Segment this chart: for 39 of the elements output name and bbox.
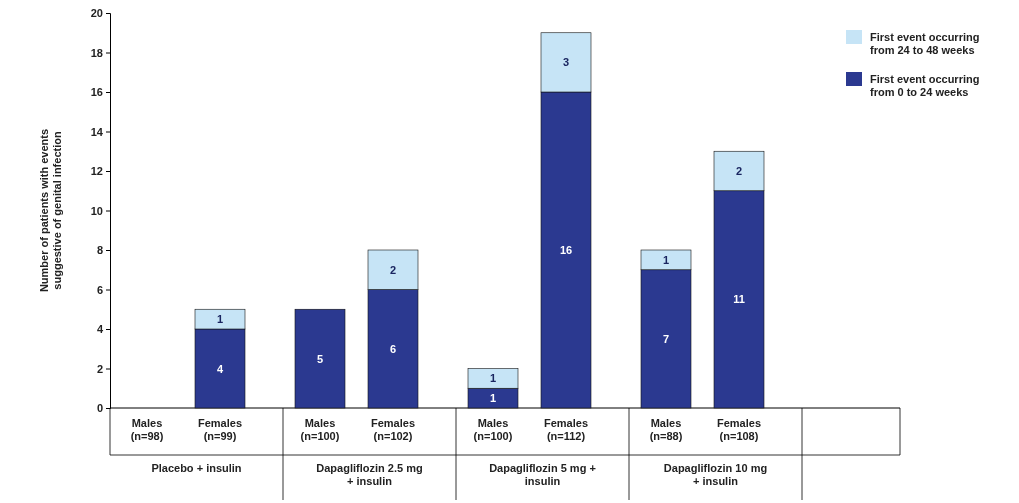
text: Dapagliflozin 10 mg + insulin [663, 462, 768, 488]
y-tick-label: 0 [96, 402, 103, 415]
data-label: 4 [216, 362, 224, 375]
x-tick-label: Males (n=100) [300, 417, 340, 443]
y-tick-label: 14 [90, 125, 104, 138]
text: Dapagliflozin 5 mg + insulin [489, 462, 596, 488]
x-tick-label: Females (n=112) [543, 417, 589, 443]
x-tick-label: Males (n=100) [473, 417, 513, 443]
data-label: 1 [489, 392, 497, 405]
data-label: 16 [559, 244, 573, 256]
y-tick-label: 20 [90, 7, 103, 20]
data-label: 7 [662, 332, 670, 345]
data-label: 11 [733, 293, 745, 306]
y-tick-label: 18 [90, 46, 103, 59]
y-tick-label: 10 [90, 204, 103, 217]
x-tick-label: Males (n=88) [649, 417, 683, 443]
y-tick-label: 4 [96, 323, 104, 336]
legend-label: First event occurring from 24 to 48 weeks [870, 31, 980, 57]
x-tick-label: Females (n=99) [197, 417, 243, 443]
x-tick-label: Males (n=98) [130, 417, 164, 443]
text: Dapagliflozin 2.5 mg + insulin [316, 462, 423, 488]
text: Placebo + insulin [151, 462, 242, 474]
data-label: 1 [216, 313, 224, 326]
data-label: 3 [562, 56, 570, 69]
data-label: 5 [316, 352, 324, 365]
y-axis-title: Number of patients with events suggestive of genital infection [38, 128, 64, 293]
data-label: 1 [662, 253, 670, 266]
y-tick-label: 16 [90, 86, 103, 99]
data-label: 6 [389, 342, 397, 355]
y-tick-label: 8 [96, 244, 103, 257]
legend-label: First event occurring from 0 to 24 weeks [870, 73, 980, 99]
data-label: 2 [735, 165, 743, 177]
data-label: 2 [389, 263, 397, 276]
x-tick-label: Females (n=102) [370, 417, 416, 443]
y-tick-label: 2 [96, 362, 103, 375]
data-label: 1 [489, 372, 497, 385]
x-tick-label: Females (n=108) [716, 417, 762, 443]
y-tick-label: 6 [96, 283, 103, 296]
y-tick-label: 12 [90, 165, 103, 178]
